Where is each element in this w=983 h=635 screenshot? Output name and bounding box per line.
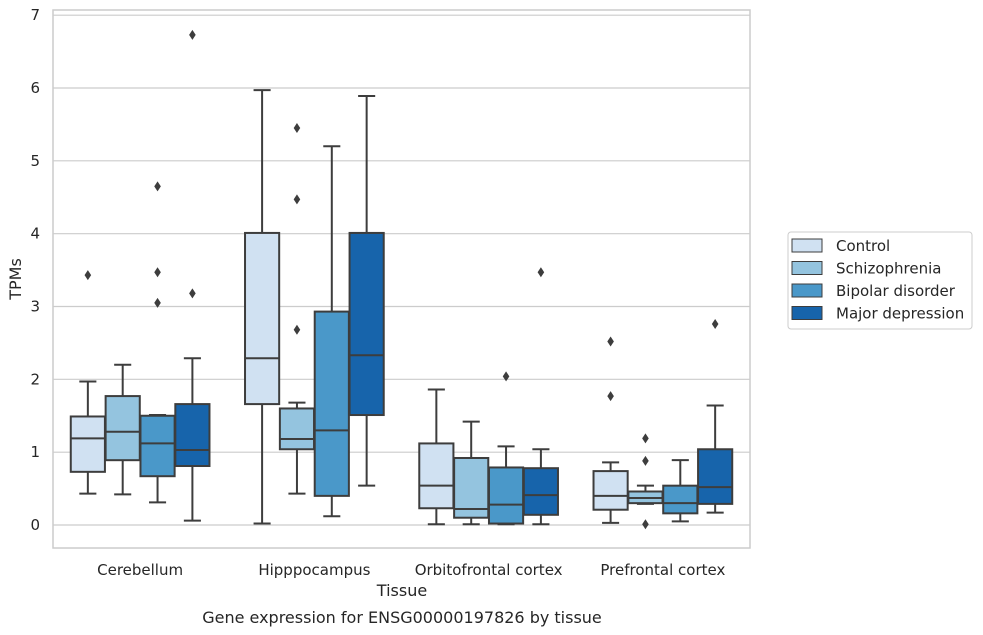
legend-label: Major depression xyxy=(836,305,964,323)
outlier-point xyxy=(189,29,196,40)
box-body xyxy=(139,414,176,478)
x-tick-label: Prefrontal cortex xyxy=(600,561,725,579)
box-control-cerebellum xyxy=(69,270,106,495)
y-tick-label: 7 xyxy=(30,6,40,24)
y-tick-label: 5 xyxy=(30,152,40,170)
box-control-orbitofrontal-cortex xyxy=(418,388,455,526)
legend-swatch xyxy=(791,306,823,320)
outlier-point xyxy=(642,455,649,466)
box-body xyxy=(313,310,350,497)
box-body xyxy=(244,231,281,406)
legend-item-schizophrenia: Schizophrenia xyxy=(791,260,941,278)
box-body xyxy=(662,484,699,515)
legend-swatch xyxy=(791,283,823,298)
outlier-point xyxy=(607,391,614,402)
outlier-point xyxy=(293,194,301,205)
box-schizophrenia-cerebellum xyxy=(104,363,141,496)
legend-label: Schizophrenia xyxy=(836,260,941,278)
outlier-point xyxy=(154,181,161,192)
box-bipolar-disorder-orbitofrontal-cortex xyxy=(487,371,525,526)
box-body xyxy=(418,442,455,510)
legend-label: Control xyxy=(836,237,890,255)
box-body xyxy=(697,448,734,505)
outlier-point xyxy=(154,267,161,278)
box-body xyxy=(278,407,316,451)
y-tick-label: 0 xyxy=(30,516,40,534)
outlier-point xyxy=(607,336,614,347)
y-tick-label: 1 xyxy=(30,443,40,461)
box-body xyxy=(348,231,385,417)
box-body xyxy=(487,466,525,525)
legend-item-major-depression: Major depression xyxy=(791,305,964,323)
box-major-depression-orbitofrontal-cortex xyxy=(522,267,559,526)
x-axis-label: Tissue xyxy=(376,581,427,600)
outlier-point xyxy=(502,371,510,382)
box-bipolar-disorder-hipppocampus xyxy=(313,145,350,518)
legend-swatch xyxy=(791,238,823,253)
outlier-point xyxy=(293,123,301,134)
box-body xyxy=(104,395,141,462)
box-body xyxy=(522,467,559,516)
box-body xyxy=(453,456,490,519)
box-schizophrenia-orbitofrontal-cortex xyxy=(453,420,490,526)
box-bipolar-disorder-prefrontal-cortex xyxy=(662,459,699,523)
legend-item-control: Control xyxy=(791,237,890,255)
outlier-point xyxy=(642,433,649,444)
legend-item-bipolar-disorder: Bipolar disorder xyxy=(791,282,956,300)
x-tick-labels: Cerebellum Hipppocampus Orbitofrontal cort… xyxy=(97,561,725,579)
y-tick-label: 2 xyxy=(30,370,40,388)
outlier-point xyxy=(642,519,649,530)
box-schizophrenia-hipppocampus xyxy=(278,123,316,495)
legend-label: Bipolar disorder xyxy=(836,282,956,300)
x-tick-label: Orbitofrontal cortex xyxy=(415,561,563,579)
x-tick-label: Cerebellum xyxy=(97,561,183,579)
box-body xyxy=(592,470,629,511)
box-major-depression-hipppocampus xyxy=(348,95,385,487)
outlier-point xyxy=(189,288,196,299)
outlier-point xyxy=(711,318,719,329)
box-body xyxy=(69,415,106,473)
box-control-prefrontal-cortex xyxy=(592,336,629,524)
x-tick-label: Hipppocampus xyxy=(258,561,370,579)
outlier-point xyxy=(154,297,161,308)
legend-frame xyxy=(787,231,973,330)
y-tick-label: 3 xyxy=(30,298,40,316)
y-tick-label: 6 xyxy=(30,79,40,97)
outlier-point xyxy=(84,270,92,281)
y-tick-labels: 0 1 2 3 4 5 6 7 xyxy=(30,6,40,534)
y-axis-label: TPMs xyxy=(6,258,25,301)
outlier-point xyxy=(293,324,301,335)
box-major-depression-cerebellum xyxy=(174,29,211,522)
box-control-hipppocampus xyxy=(244,89,281,525)
outlier-point xyxy=(537,267,545,278)
box-series xyxy=(69,29,734,530)
legend-swatch xyxy=(791,261,823,275)
box-body xyxy=(174,403,211,468)
box-bipolar-disorder-cerebellum xyxy=(139,181,176,504)
legend: Control Schizophrenia Bipolar disorder Majo… xyxy=(787,231,973,330)
y-tick-label: 4 xyxy=(30,225,40,243)
box-major-depression-prefrontal-cortex xyxy=(697,318,734,514)
chart-title: Gene expression for ENSG00000197826 by t… xyxy=(202,608,602,627)
